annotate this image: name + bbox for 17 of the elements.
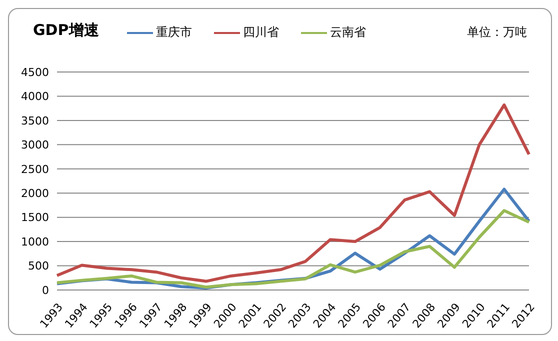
y-tick-label: 0 — [42, 284, 49, 297]
y-tick-label: 3500 — [21, 114, 49, 128]
y-tick-label: 4500 — [21, 66, 49, 79]
y-tick-label: 3000 — [21, 138, 49, 152]
y-tick-label: 1500 — [21, 211, 49, 224]
y-tick-label: 500 — [28, 260, 49, 273]
y-tick-label: 2500 — [21, 162, 49, 176]
text: 单位：万吨 — [467, 24, 527, 41]
chart-title: GDP增速 — [33, 21, 99, 40]
y-tick-label: 1000 — [21, 235, 49, 248]
y-tick-label: 4000 — [21, 90, 49, 104]
legend-label: 四川省 — [242, 24, 279, 41]
y-tick-label: 2000 — [21, 187, 49, 200]
line-series — [56, 209, 530, 289]
line-series — [56, 103, 530, 283]
legend-label: 重庆市 — [155, 24, 192, 41]
legend-label: 云南省 — [329, 24, 366, 41]
